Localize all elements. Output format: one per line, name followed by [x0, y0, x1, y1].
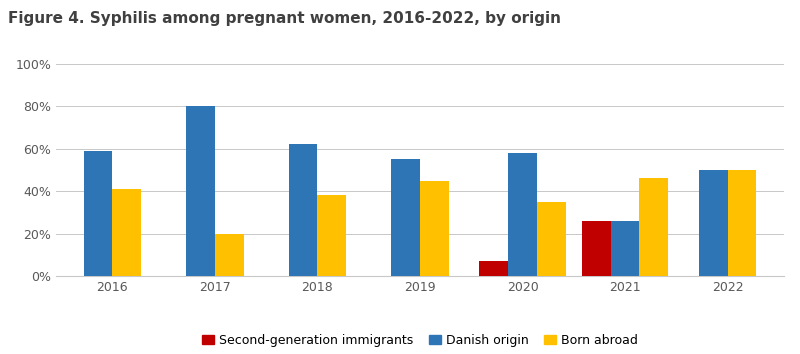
- Bar: [215, 234, 244, 276]
- Bar: [537, 202, 566, 276]
- Bar: [479, 261, 508, 276]
- Bar: [112, 189, 141, 276]
- Bar: [391, 159, 420, 276]
- Legend: Second-generation immigrants, Danish origin, Born abroad: Second-generation immigrants, Danish ori…: [197, 329, 643, 352]
- Bar: [728, 170, 756, 276]
- Bar: [699, 170, 728, 276]
- Bar: [610, 221, 639, 276]
- Bar: [318, 195, 346, 276]
- Bar: [84, 151, 112, 276]
- Bar: [420, 181, 449, 276]
- Bar: [639, 178, 668, 276]
- Bar: [508, 153, 537, 276]
- Bar: [186, 106, 215, 276]
- Text: Figure 4. Syphilis among pregnant women, 2016-2022, by origin: Figure 4. Syphilis among pregnant women,…: [8, 11, 561, 25]
- Bar: [582, 221, 610, 276]
- Bar: [289, 144, 318, 276]
